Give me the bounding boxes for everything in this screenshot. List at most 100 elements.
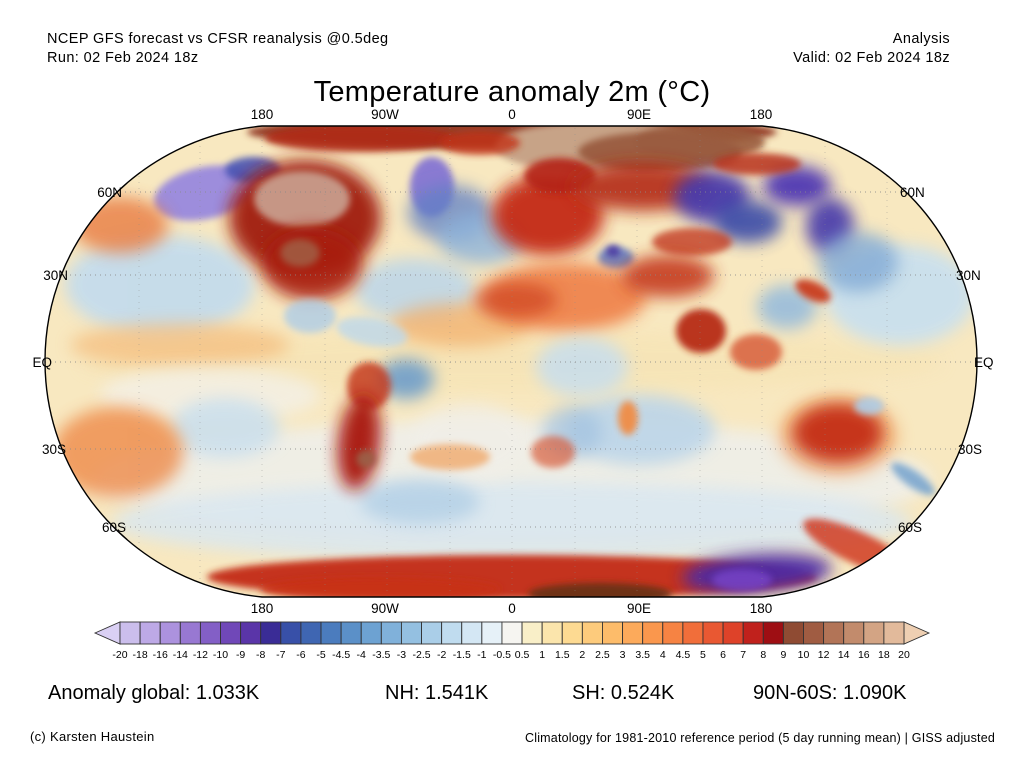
climatology-note: Climatology for 1981-2010 reference peri…: [525, 731, 995, 745]
lat-label-left: 30N: [43, 268, 68, 283]
lat-label-right: 60S: [898, 520, 922, 535]
anomaly-blob: [531, 436, 575, 468]
anomaly-blob: [280, 239, 320, 267]
anomaly-blob: [112, 482, 912, 562]
colorbar-tick-label: -4: [357, 649, 366, 661]
anomaly-blob: [284, 299, 336, 333]
colorbar-tick-label: 16: [858, 649, 870, 661]
colorbar-tick-label: -18: [133, 649, 148, 661]
map-axis-labels: 180 90W 0 90E 180 180 90W 0 90E 180 60N 30N EQ 30S 60S…: [32, 107, 993, 616]
colorbar-tick-label: 12: [818, 649, 830, 661]
colorbar-cell: [682, 621, 704, 645]
colorbar-tick-label: -4.5: [332, 649, 350, 661]
colorbar-cell: [159, 621, 181, 645]
colorbar-tick-label: 2: [579, 649, 585, 661]
anomaly-blob: [714, 201, 782, 243]
lon-label-bottom: 90E: [627, 601, 651, 616]
colorbar-tick-label: 9: [780, 649, 786, 661]
colorbar-tick-label: 1.5: [555, 649, 570, 661]
lat-label-left: 30S: [42, 442, 66, 457]
colorbar-tick-label: 5: [700, 649, 706, 661]
colorbar-tick-label: 2.5: [595, 649, 610, 661]
colorbar-tick-label: -16: [153, 649, 168, 661]
colorbar-cell: [722, 621, 744, 645]
stats-row: Anomaly global: 1.033K NH: 1.541K SH: 0.…: [0, 682, 1024, 708]
anomaly-blob: [265, 126, 455, 152]
colorbar-cell: [340, 621, 362, 645]
colorbar-cell: [220, 621, 242, 645]
colorbar-cell: [179, 621, 201, 645]
colorbar-tick-label: -14: [173, 649, 188, 661]
anomaly-blob: [606, 245, 620, 257]
colorbar-tick-label: -2.5: [412, 649, 430, 661]
colorbar-cell: [541, 621, 563, 645]
colorbar-arrow-left: [93, 621, 121, 645]
anomaly-blob: [818, 232, 898, 292]
lon-label-top: 180: [251, 107, 274, 122]
map-outline: [44, 125, 978, 598]
lon-label-top: 90W: [371, 107, 399, 122]
stat-sh: SH: 0.524K: [572, 682, 675, 704]
colorbar-cell: [561, 621, 583, 645]
colorbar-tick-label: -12: [193, 649, 208, 661]
colorbar-cell: [199, 621, 221, 645]
colorbar-cell: [461, 621, 483, 645]
stat-global: Anomaly global: 1.033K: [48, 682, 260, 704]
colorbar-cell: [421, 621, 443, 645]
colorbar-tick-label: 0.5: [515, 649, 530, 661]
anomaly-blob: [578, 132, 742, 172]
lat-label-right: 30N: [956, 268, 981, 283]
lat-label-left: 60S: [102, 520, 126, 535]
colorbar-cell: [622, 621, 644, 645]
anomaly-blob: [565, 395, 715, 465]
colorbar-cell: [803, 621, 825, 645]
colorbar-cell: [883, 621, 905, 645]
colorbar-cell: [360, 621, 382, 645]
model-info: NCEP GFS forecast vs CFSR reanalysis @0.…: [47, 31, 389, 47]
lat-label-right: 30S: [958, 442, 982, 457]
anomaly-blob: [410, 444, 490, 470]
colorbar-cell: [782, 621, 804, 645]
colorbar-tick-label: 1: [539, 649, 545, 661]
anomaly-blob: [53, 407, 183, 497]
valid-info: Valid: 02 Feb 2024 18z: [793, 50, 950, 66]
anomaly-blob: [378, 359, 434, 399]
analysis-label: Analysis: [892, 31, 950, 47]
colorbar-tick-label: -9: [236, 649, 245, 661]
colorbar-cell: [320, 621, 342, 645]
colorbar-tick-label: -3.5: [372, 649, 390, 661]
lon-label-bottom: 180: [750, 601, 773, 616]
anomaly-blob: [891, 462, 935, 496]
colorbar-cell: [702, 621, 724, 645]
colorbar-cell: [441, 621, 463, 645]
stat-nh: NH: 1.541K: [385, 682, 489, 704]
lon-label-bottom: 90W: [371, 601, 399, 616]
anomaly-blob: [730, 334, 782, 370]
colorbar-tick-label: 6: [720, 649, 726, 661]
anomaly-blob: [260, 577, 500, 597]
anomaly-blob: [360, 480, 480, 524]
anomaly-blob: [492, 175, 604, 255]
colorbar-cell: [843, 621, 865, 645]
colorbar-tick-label: 18: [878, 649, 890, 661]
colorbar-tick-label: -8: [256, 649, 265, 661]
anomaly-blob: [65, 235, 255, 335]
anomaly-blob: [795, 279, 831, 303]
colorbar-tick-label: -1.5: [453, 649, 471, 661]
anomaly-blob: [70, 323, 290, 367]
anomaly-blob: [622, 255, 714, 297]
colorbar-tick-label: 3.5: [635, 649, 650, 661]
anomaly-blob: [793, 404, 883, 462]
colorbar-cell: [823, 621, 845, 645]
colorbar-tick-label: -0.5: [493, 649, 511, 661]
stat-90n-60s: 90N-60S: 1.090K: [753, 682, 907, 704]
colorbar-tick-label: -3: [397, 649, 406, 661]
colorbar-cell: [521, 621, 543, 645]
anomaly-blob: [763, 166, 831, 206]
anomaly-blob: [528, 583, 672, 597]
colorbar-cell: [863, 621, 885, 645]
colorbar-cell: [380, 621, 402, 645]
anomaly-blob: [82, 332, 942, 392]
